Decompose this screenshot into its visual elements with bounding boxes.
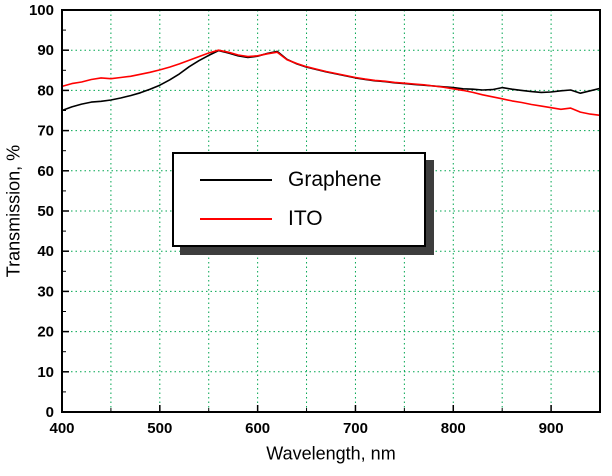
x-tick-label: 400	[49, 420, 74, 437]
legend-label-graphene: Graphene	[288, 168, 382, 192]
y-tick-label: 20	[37, 324, 54, 341]
y-tick-label: 100	[29, 2, 54, 19]
series-line-ito	[61, 49, 601, 117]
y-tick-label: 10	[37, 364, 54, 381]
legend-entry-graphene: Graphene	[200, 168, 424, 192]
y-tick-label: 50	[37, 203, 54, 220]
legend: Graphene ITO	[172, 152, 426, 247]
x-tick-label: 600	[245, 420, 270, 437]
x-tick-label: 700	[343, 420, 368, 437]
legend-line-sample-ito	[200, 217, 272, 220]
x-axis-title: Wavelength, nm	[266, 443, 396, 464]
legend-entry-ito: ITO	[200, 207, 424, 231]
y-tick-label: 0	[46, 404, 54, 421]
y-tick-label: 90	[37, 42, 54, 59]
x-tick-label: 800	[441, 420, 466, 437]
y-tick-label: 80	[37, 82, 54, 99]
legend-line-sample-graphene	[200, 179, 272, 182]
x-tick-label: 500	[147, 420, 172, 437]
legend-label-ito: ITO	[288, 206, 323, 230]
y-tick-label: 40	[37, 243, 54, 260]
y-tick-label: 60	[37, 163, 54, 180]
y-tick-label: 70	[37, 123, 54, 140]
x-tick-label: 900	[539, 420, 564, 437]
y-axis-title: Transmission, %	[3, 144, 24, 278]
y-tick-label: 30	[37, 283, 54, 300]
